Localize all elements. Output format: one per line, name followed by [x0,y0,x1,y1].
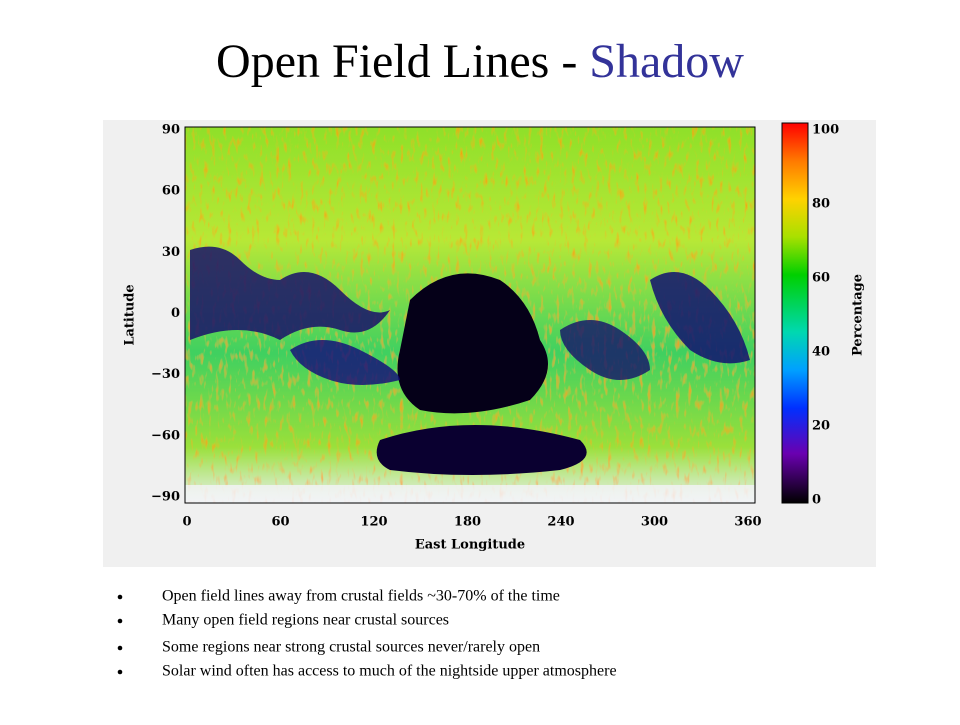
y-tick-label: 90 [162,123,180,138]
colorbar-tick-label: 0 [812,493,821,508]
title-text: Open Field Lines - [216,35,589,88]
slide-title: Open Field Lines - Shadow [216,35,744,88]
x-tick-label: 240 [547,515,574,530]
colorbar-tick-label: 100 [812,123,839,138]
title-highlight: Shadow [589,35,744,88]
bullet-text: Open field lines away from crustal field… [162,588,560,605]
bullet-text: Some regions near strong crustal sources… [162,639,540,656]
y-tick-label: −60 [151,428,180,443]
y-tick-label: 60 [162,184,180,199]
colorbar-tick-label: 60 [812,271,830,286]
x-tick-label: 60 [271,515,289,530]
x-tick-label: 120 [360,515,387,530]
heatmap [184,126,756,504]
y-tick-label: −90 [151,490,180,505]
colorbar [781,122,809,504]
x-tick-label: 360 [734,515,761,530]
y-tick-label: 0 [171,306,180,321]
x-tick-label: 0 [182,515,191,530]
bullet-text: Solar wind often has access to much of t… [162,663,617,680]
bullet-dot [117,618,123,624]
y-tick-label: −30 [151,367,180,382]
colorbar-tick-label: 20 [812,419,830,434]
bullet-dot [117,669,123,675]
bullet-dot [117,594,123,600]
y-tick-label: 30 [162,245,180,260]
bullet-dot [117,645,123,651]
x-tick-label: 300 [641,515,668,530]
colorbar-label: Percentage [851,274,866,356]
colorbar-tick-label: 40 [812,345,830,360]
bullet-text: Many open field regions near crustal sou… [162,612,449,629]
x-axis-label: East Longitude [415,538,525,553]
y-axis-label: Latitude [123,284,138,345]
colorbar-tick-label: 80 [812,197,830,212]
x-tick-label: 180 [454,515,481,530]
